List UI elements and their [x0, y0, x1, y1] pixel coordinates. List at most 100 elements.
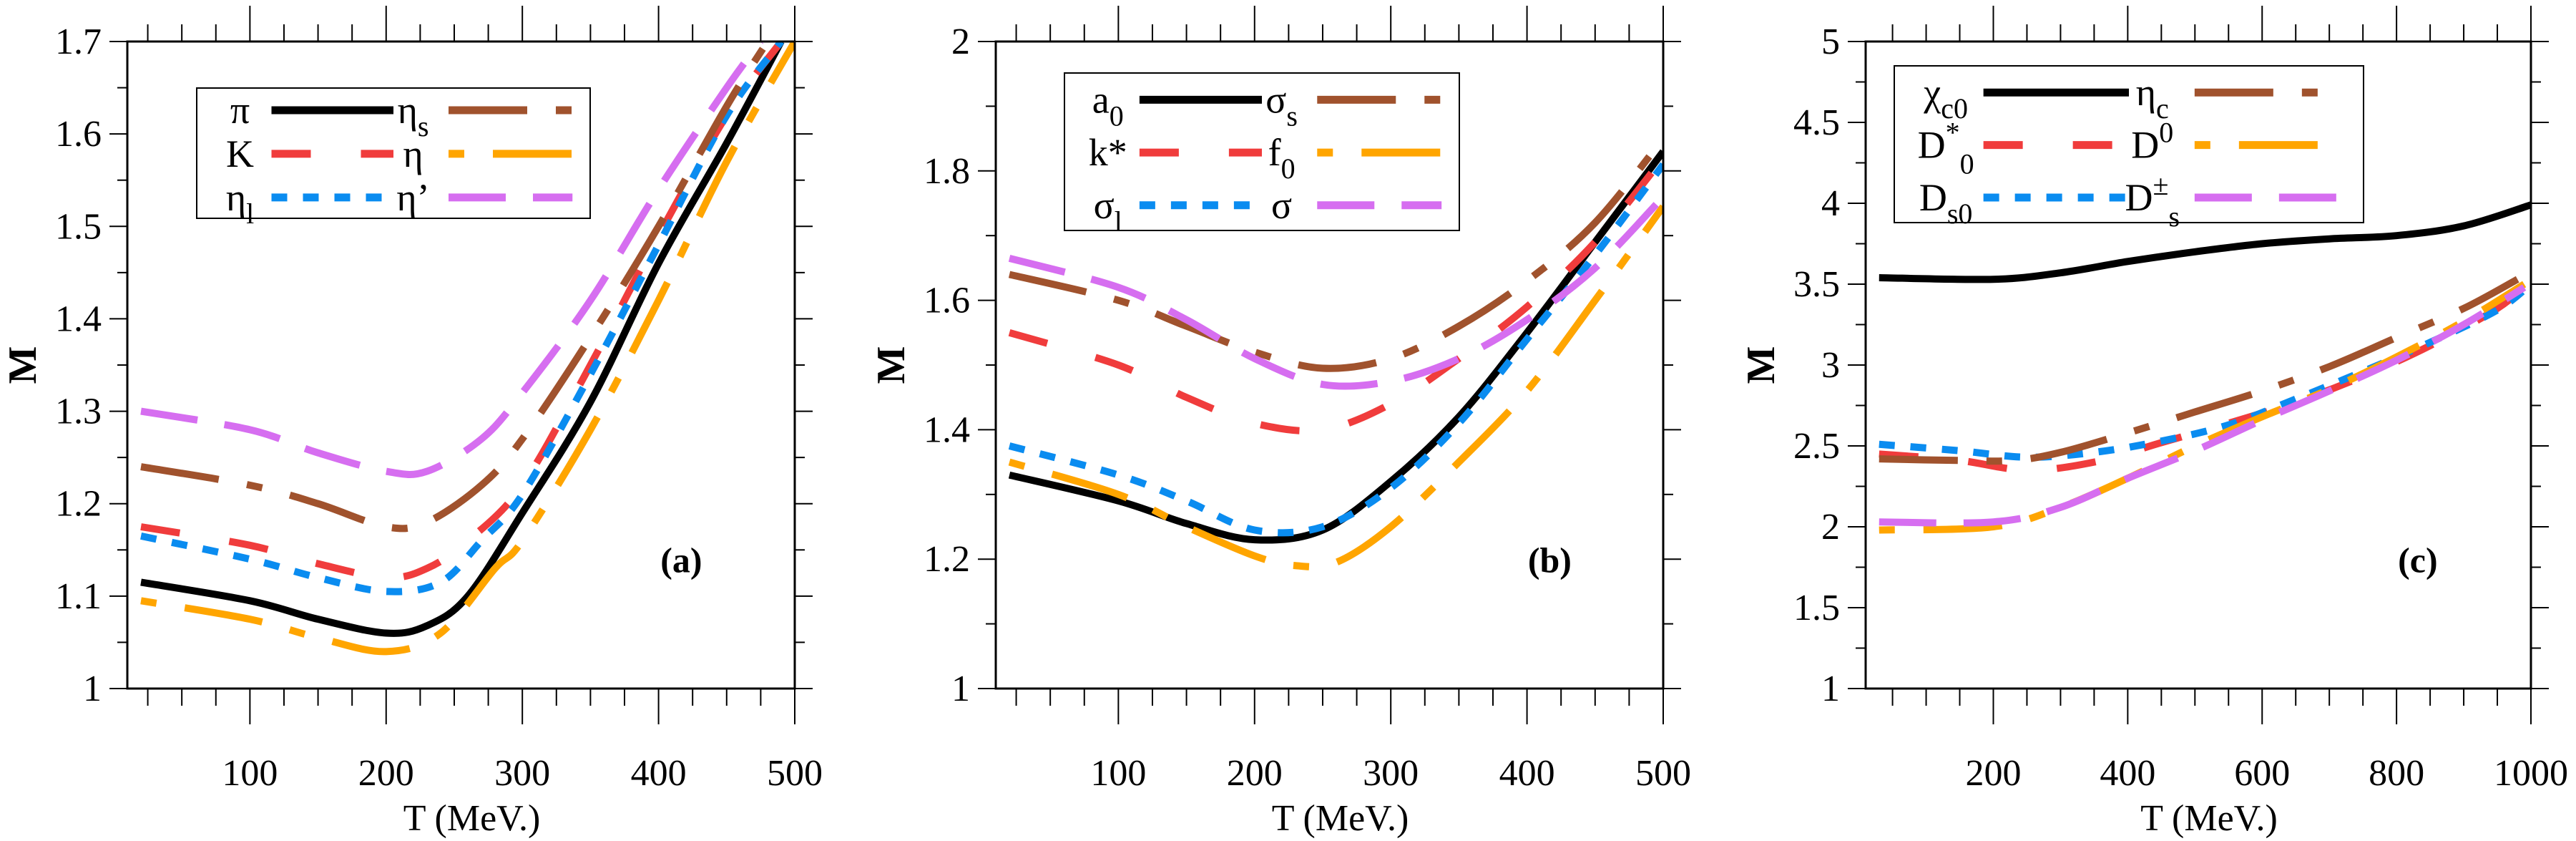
x-tick-label: 300 — [1363, 753, 1419, 794]
legend-label-sup: ± — [2153, 169, 2169, 201]
legend-label-base: K — [226, 132, 254, 175]
series-line-D*0 — [1879, 278, 2531, 474]
legend-label: k* — [1089, 131, 1127, 174]
legend-item: K — [226, 132, 393, 175]
series-line-K — [140, 42, 784, 582]
legend-label-sub: s — [418, 110, 429, 142]
y-tick-label: 1 — [1821, 669, 1840, 709]
y-tick-label: 2 — [1821, 507, 1840, 548]
legend-label: K — [226, 132, 254, 175]
x-tick-label: 500 — [767, 753, 823, 794]
x-tick-label: 200 — [358, 753, 414, 794]
legend-label-base: f — [1268, 131, 1281, 174]
y-tick-label: 1.7 — [55, 21, 102, 62]
series-line-π — [140, 42, 785, 637]
plot-frame — [1864, 40, 2532, 690]
legend-label-base: k* — [1089, 131, 1127, 174]
series-line-ηc — [1879, 276, 2519, 465]
legend-label: σ — [1271, 184, 1292, 227]
legend-label: D±s — [2125, 169, 2180, 233]
series-line-σs — [1008, 136, 1663, 372]
legend-label-base: σ — [1271, 184, 1292, 227]
legend-item: ηs — [398, 89, 573, 142]
legend-item: D0 — [2131, 117, 2343, 167]
y-tick-label: 1.1 — [55, 576, 102, 617]
y-axis-title: M — [869, 346, 914, 384]
x-tick-label: 400 — [1499, 753, 1555, 794]
legend-label-sub: 0 — [1281, 152, 1296, 185]
series-line-χc0 — [1879, 201, 2531, 283]
legend-label-sup: * — [1946, 117, 1960, 149]
x-tick-label: 1000 — [2494, 753, 2568, 794]
legend-label-base: a — [1092, 78, 1110, 121]
legend-label: D0 — [2131, 117, 2173, 167]
x-tick-label: 600 — [2234, 753, 2290, 794]
y-tick-label: 1.8 — [924, 151, 970, 192]
y-tick-label: 2 — [951, 21, 970, 62]
legend-label: η’ — [396, 176, 429, 219]
series-line-η — [140, 42, 795, 656]
y-tick-label: 1.6 — [924, 281, 970, 321]
x-axis-title: T (MeV.) — [1272, 798, 1409, 839]
series-group — [140, 42, 795, 656]
legend-label: π — [230, 89, 250, 132]
legend-item: Ds0 — [1919, 176, 2129, 230]
legend-item: D*0 — [1918, 117, 2129, 180]
legend-label-base: π — [230, 89, 250, 132]
legend-label-base: D — [1918, 124, 1946, 167]
series-line-Ds± — [1879, 284, 2527, 527]
x-tick-label: 200 — [1227, 753, 1283, 794]
series-line-k* — [1008, 155, 1663, 434]
plot-frame — [994, 40, 1665, 690]
series-line-σ — [1008, 194, 1663, 390]
y-tick-label: 1.4 — [924, 409, 970, 450]
legend-item: η’ — [396, 176, 573, 219]
legend-label: D*0 — [1918, 117, 1974, 180]
legend-label-base: η — [398, 89, 418, 132]
series-line-σl — [1008, 162, 1663, 537]
y-tick-label: 4.5 — [1793, 102, 1840, 143]
legend-item: D±s — [2125, 169, 2343, 233]
y-tick-label: 1.5 — [1793, 588, 1840, 628]
legend-item: χc0 — [1923, 71, 2129, 125]
legend-item: σ — [1271, 184, 1442, 227]
series-line-η’ — [140, 42, 764, 478]
y-tick-label: 1.4 — [55, 298, 102, 339]
y-tick-label: 2.5 — [1793, 426, 1840, 467]
legend-label: Ds0 — [1919, 176, 1973, 230]
legend-label-sub: 0 — [1110, 99, 1124, 132]
legend-label-sub: s — [2168, 200, 2180, 233]
series-group — [1879, 201, 2531, 534]
legend-label: a0 — [1092, 78, 1124, 132]
series-line-f0 — [1008, 204, 1663, 570]
x-tick-label: 400 — [631, 753, 687, 794]
legend-label: ηs — [398, 89, 429, 142]
legend-item: σl — [1094, 184, 1262, 238]
y-tick-label: 5 — [1821, 21, 1840, 62]
panel-a: 100 200 300 400 500 1 1.1 1.2 1.3 1.4 1.5 1.6 1.7 T (… — [1, 6, 823, 839]
x-tick-label: 100 — [1090, 753, 1146, 794]
legend-label: χc0 — [1923, 71, 1968, 125]
panel-label: (c) — [2398, 540, 2438, 580]
legend-label: f0 — [1268, 131, 1296, 185]
x-tick-label: 400 — [2100, 753, 2155, 794]
y-tick-label: 1.3 — [55, 392, 102, 432]
series-group — [1008, 136, 1663, 570]
y-tick-label: 1.6 — [55, 114, 102, 155]
y-axis-title: M — [1, 346, 45, 384]
legend-item: π — [230, 89, 393, 132]
panel-label: (b) — [1528, 540, 1572, 580]
legend-label: ηl — [226, 176, 254, 230]
y-tick-label: 3 — [1821, 345, 1840, 386]
legend-label: σl — [1094, 184, 1122, 238]
x-tick-label: 100 — [222, 753, 278, 794]
legend-label-sub: l — [246, 198, 254, 230]
legend-label-base: η — [403, 132, 423, 175]
y-tick-label: 1 — [951, 669, 970, 709]
panel-b: 100 200 300 400 500 1 1.2 1.4 1.6 1.8 2 T (MeV.) M (b… — [869, 6, 1691, 839]
legend-label-sup: 0 — [2159, 117, 2173, 149]
y-tick-label: 1 — [83, 669, 102, 709]
